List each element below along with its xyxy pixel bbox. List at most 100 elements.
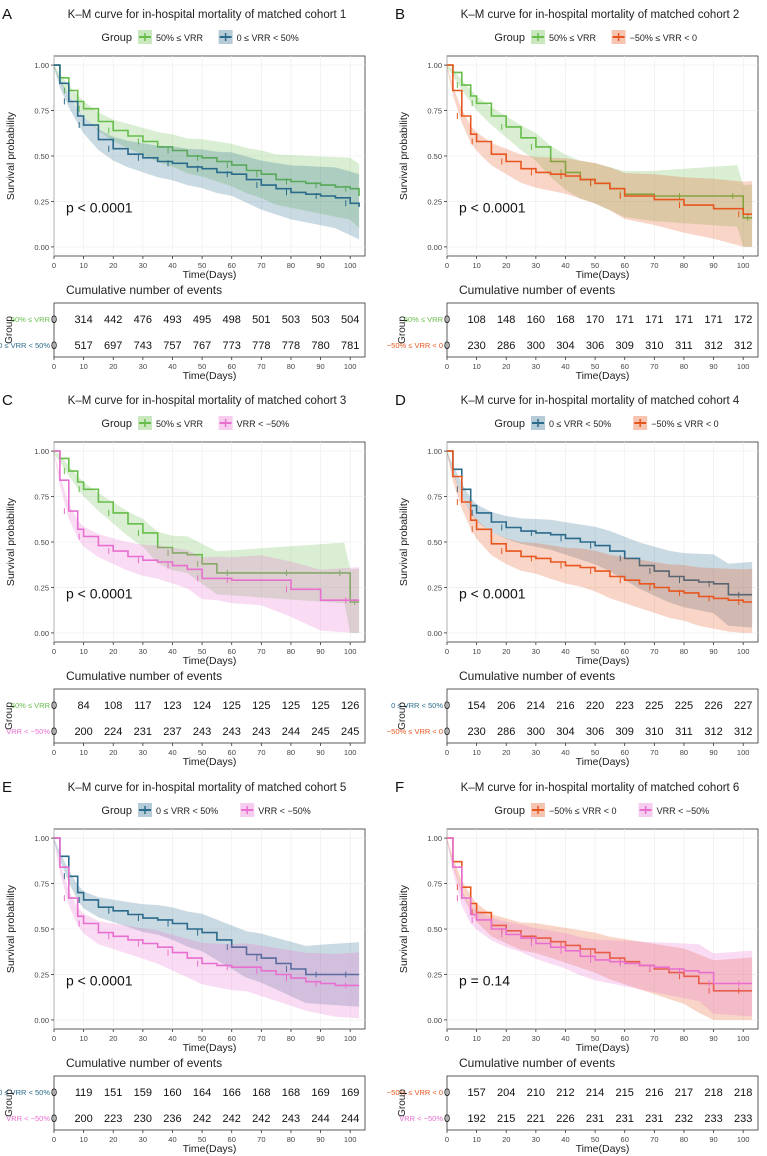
table-cell: 223	[616, 700, 634, 712]
p-value: p < 0.0001	[66, 972, 133, 988]
x-axis-label: Time(Days)	[183, 1042, 237, 1054]
events-table: Cumulative number of events 0 ≤ VRR < 50%…	[387, 669, 759, 768]
table-group-label: Group	[4, 702, 15, 730]
x-tick-label: 30	[139, 647, 147, 656]
table-cell: 309	[616, 340, 634, 352]
confidence-band	[447, 451, 753, 628]
x-tick-label: 40	[168, 647, 176, 656]
table-cell: 312	[734, 726, 752, 738]
table-cell: 245	[341, 726, 359, 738]
x-tick-label: 100	[344, 261, 357, 270]
table-cell: 314	[74, 314, 92, 326]
table-cell: 773	[223, 340, 241, 352]
table-cell: 125	[282, 700, 300, 712]
x-tick-label: 10	[472, 1034, 480, 1043]
table-row-label: 50% ≤ VRR	[11, 701, 51, 710]
table-row-label: 0 ≤ VRR < 50%	[391, 701, 443, 710]
table-cell: 242	[223, 1113, 241, 1125]
table-title: Cumulative number of events	[66, 1056, 222, 1070]
table-cell: 504	[341, 314, 359, 326]
table-cell: 166	[223, 1087, 241, 1099]
table-cell: 169	[341, 1087, 359, 1099]
table-x-tick-label: 10	[472, 748, 480, 757]
chart-title: K–M curve for in-hospital mortality of m…	[461, 9, 740, 21]
table-row-label: 50% ≤ VRR	[404, 315, 444, 324]
y-tick-label: 0.00	[34, 1016, 49, 1025]
x-tick-label: 80	[287, 1034, 295, 1043]
km-series-0	[54, 837, 360, 1007]
legend-label: 0 ≤ VRR < 50%	[549, 419, 611, 429]
table-cell: 244	[282, 726, 300, 738]
table-cell: 164	[193, 1087, 211, 1099]
table-x-axis-label: Time(Days)	[576, 756, 630, 768]
x-tick-label: 40	[561, 647, 569, 656]
table-cell: 312	[704, 726, 722, 738]
km-panel-f: F K–M curve for in-hospital mortality of …	[387, 779, 759, 1155]
table-cell: 231	[616, 1113, 634, 1125]
table-cell: 0	[51, 340, 57, 352]
x-tick-label: 100	[737, 1034, 750, 1043]
table-cell: 160	[527, 314, 545, 326]
x-tick-label: 70	[257, 1034, 265, 1043]
table-cell: 245	[311, 726, 329, 738]
x-tick-label: 20	[109, 261, 117, 270]
y-tick-label: 1.00	[427, 447, 442, 456]
table-x-tick-label: 10	[79, 362, 87, 371]
survival-line	[54, 64, 360, 196]
legend-key	[138, 416, 152, 430]
table-x-tick-label: 40	[168, 1135, 176, 1144]
chart-title: K–M curve for in-hospital mortality of m…	[461, 782, 740, 794]
table-cell: 192	[467, 1113, 485, 1125]
y-axis-label: Survival probability	[398, 884, 410, 973]
x-tick-label: 70	[650, 1034, 658, 1043]
chart-title: K–M curve for in-hospital mortality of m…	[68, 9, 347, 21]
table-cell: 237	[163, 726, 181, 738]
p-value: p < 0.0001	[66, 199, 133, 215]
table-x-tick-label: 30	[139, 748, 147, 757]
x-tick-label: 100	[737, 647, 750, 656]
table-cell: 124	[193, 700, 211, 712]
table-row-label: −50% ≤ VRR < 0	[387, 727, 443, 736]
table-cell: 125	[311, 700, 329, 712]
x-tick-label: 60	[621, 1034, 629, 1043]
survival-line	[54, 837, 360, 987]
axes: 0 10 20 30 40 50 60 70 80 90 100 0.00 0.25 0.50 0.75 1.…	[398, 834, 749, 1054]
table-x-axis-label: Time(Days)	[183, 370, 237, 382]
table-cell: 171	[645, 314, 663, 326]
table-x-tick-label: 30	[532, 362, 540, 371]
table-title: Cumulative number of events	[459, 669, 615, 683]
table-cell: 154	[467, 700, 485, 712]
table-cell: 0	[51, 314, 57, 326]
y-tick-label: 1.00	[427, 834, 442, 843]
table-cell: 242	[252, 1113, 270, 1125]
confidence-band	[447, 838, 753, 1020]
x-axis-label: Time(Days)	[183, 655, 237, 667]
table-x-tick-label: 80	[287, 1135, 295, 1144]
table-x-tick-label: 40	[168, 748, 176, 757]
x-tick-label: 30	[532, 261, 540, 270]
table-cell: 0	[444, 314, 450, 326]
table-x-tick-label: 100	[737, 1135, 750, 1144]
table-x-tick-label: 20	[109, 362, 117, 371]
table-x-tick-label: 70	[650, 1135, 658, 1144]
table-cell: 244	[341, 1113, 359, 1125]
legend-title: Group	[494, 418, 525, 430]
legend-label: 50% ≤ VRR	[549, 33, 596, 43]
y-tick-label: 0.50	[34, 152, 49, 161]
axes: 0 10 20 30 40 50 60 70 80 90 100 0.00 0.25 0.50 0.75 1.…	[5, 447, 356, 667]
table-cell: 172	[734, 314, 752, 326]
x-tick-label: 30	[139, 261, 147, 270]
table-cell: 119	[75, 1087, 93, 1099]
survival-line	[447, 450, 753, 603]
table-x-axis-label: Time(Days)	[183, 1143, 237, 1155]
panel-letter: F	[395, 779, 404, 796]
legend-key	[138, 30, 152, 44]
chart-title: K–M curve for in-hospital mortality of m…	[68, 782, 347, 794]
table-cell: 170	[586, 314, 604, 326]
x-tick-label: 10	[472, 647, 480, 656]
y-tick-label: 0.00	[427, 1016, 442, 1025]
table-cell: 215	[616, 1087, 634, 1099]
legend-key	[218, 416, 233, 430]
table-x-axis-label: Time(Days)	[576, 370, 630, 382]
gridlines	[446, 442, 758, 642]
